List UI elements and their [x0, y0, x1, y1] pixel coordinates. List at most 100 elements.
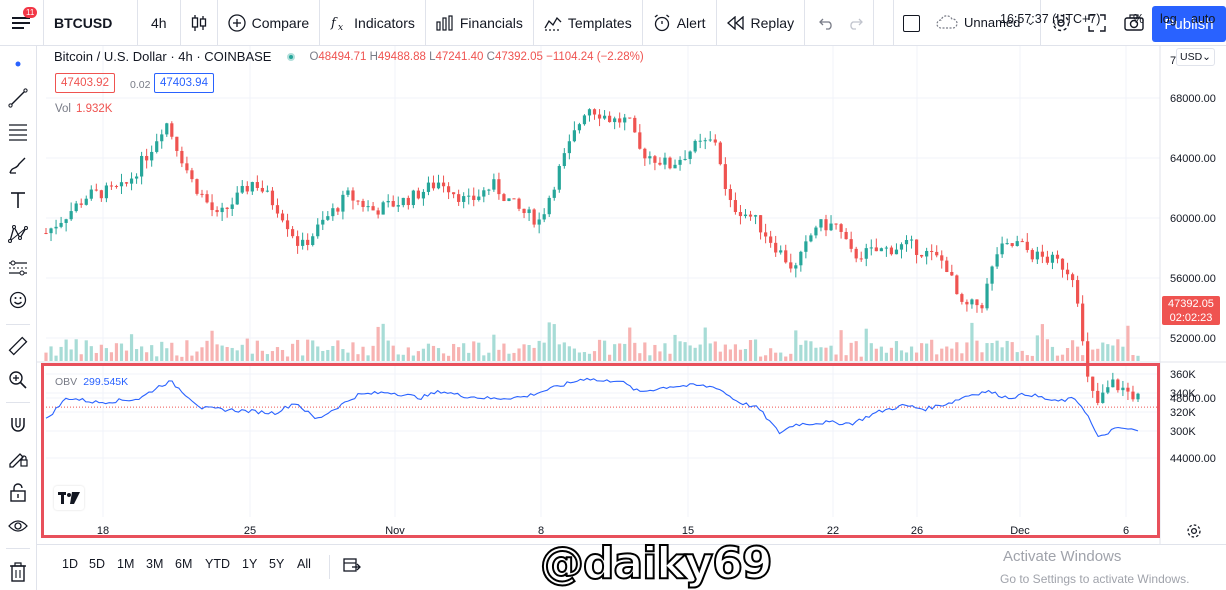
- range-5d[interactable]: 5D: [89, 557, 105, 571]
- alert-button[interactable]: Alert: [643, 0, 717, 46]
- range-5y[interactable]: 5Y: [269, 557, 285, 571]
- candle-body: [567, 141, 571, 154]
- volume-bars: [44, 322, 1140, 361]
- volume-bar: [1116, 339, 1120, 361]
- volume-bar: [945, 346, 949, 361]
- candle-body: [904, 240, 909, 245]
- candle-body: [819, 219, 823, 228]
- volume-bar: [1035, 335, 1039, 361]
- obv-axis: 360K 340K 320K 300K: [1170, 369, 1196, 438]
- candle-body: [648, 156, 652, 159]
- range-1m[interactable]: 1M: [117, 557, 135, 571]
- volume-bar: [54, 355, 58, 361]
- measure-tool[interactable]: [6, 334, 30, 358]
- main-menu-button[interactable]: 11: [0, 0, 44, 46]
- snapshot-button[interactable]: [1124, 14, 1144, 37]
- timezone-clock[interactable]: 16:57:37 (UTC+7): [1000, 12, 1101, 26]
- candle-body: [920, 254, 924, 257]
- financials-button[interactable]: Financials: [426, 0, 534, 46]
- trend-line-tool[interactable]: [6, 86, 30, 110]
- time-axis-settings[interactable]: [1186, 523, 1202, 544]
- volume-bar: [296, 339, 300, 361]
- candle-body: [436, 182, 441, 189]
- range-3m[interactable]: 3M: [146, 557, 164, 571]
- candle-body: [301, 239, 305, 246]
- undo-button[interactable]: [805, 0, 841, 46]
- layout-checkbox[interactable]: [903, 15, 920, 32]
- keep-drawing-tool[interactable]: [6, 446, 30, 470]
- candle-body: [502, 194, 506, 202]
- volume-bar: [874, 348, 878, 361]
- candle-body: [834, 223, 838, 225]
- compare-button[interactable]: Compare: [218, 0, 321, 46]
- volume-bar: [311, 340, 315, 361]
- candle-body: [688, 151, 692, 159]
- hide-drawings-tool[interactable]: [6, 514, 30, 538]
- symbol-search-button[interactable]: BTCUSD: [44, 0, 138, 46]
- prediction-tool[interactable]: [6, 256, 30, 280]
- remove-drawings-tool[interactable]: [6, 560, 30, 584]
- redo-button[interactable]: [841, 0, 875, 46]
- brush-icon: [9, 157, 26, 174]
- candle-body: [602, 115, 607, 119]
- volume-bar: [985, 343, 989, 361]
- volume-bar: [990, 343, 994, 361]
- volume-bar: [889, 347, 894, 361]
- last-price: 47392.05: [1168, 298, 1214, 310]
- buy-price-button[interactable]: 47403.94: [154, 73, 214, 93]
- volume-bar: [487, 352, 491, 361]
- candle-body: [492, 179, 496, 190]
- currency-select[interactable]: USD⌄: [1176, 48, 1215, 66]
- pattern-tool[interactable]: [6, 222, 30, 246]
- symbol-title[interactable]: Bitcoin / U.S. Dollar · 4h · COINBASE: [54, 49, 272, 64]
- crosshair-tool[interactable]: [6, 52, 30, 76]
- candle-body: [386, 200, 390, 203]
- zoom-tool[interactable]: [6, 368, 30, 392]
- fullscreen-button[interactable]: [1088, 14, 1106, 37]
- brush-tool[interactable]: [6, 154, 30, 178]
- candle-body: [970, 299, 974, 305]
- volume-bar: [290, 343, 295, 361]
- range-1d[interactable]: 1D: [62, 557, 78, 571]
- candle-body: [215, 210, 219, 213]
- currency-label: USD: [1180, 51, 1203, 63]
- volume-bar: [743, 348, 748, 361]
- log-scale-toggle[interactable]: log: [1160, 12, 1177, 26]
- candle-body: [839, 224, 843, 232]
- tradingview-logo[interactable]: [54, 486, 84, 510]
- settings-button[interactable]: [1051, 13, 1071, 38]
- candle-body: [804, 241, 808, 252]
- auto-scale-toggle[interactable]: auto: [1191, 12, 1216, 26]
- magnet-tool[interactable]: [6, 412, 30, 436]
- svg-text:f: f: [330, 16, 338, 31]
- sell-price-button[interactable]: 47403.92: [55, 73, 115, 93]
- templates-button[interactable]: Templates: [534, 0, 643, 46]
- low-key: L: [429, 50, 436, 63]
- text-tool[interactable]: [6, 188, 30, 212]
- fib-tool[interactable]: [6, 120, 30, 144]
- candle-body: [114, 186, 119, 188]
- range-all[interactable]: All: [297, 557, 311, 571]
- range-ytd[interactable]: YTD: [205, 557, 230, 571]
- layout-name-button[interactable]: Unnamed ⌄: [936, 14, 1035, 30]
- range-1y[interactable]: 1Y: [242, 557, 258, 571]
- lock-drawings-tool[interactable]: [6, 480, 30, 504]
- interval-button[interactable]: 4h: [138, 0, 181, 46]
- range-6m[interactable]: 6M: [175, 557, 193, 571]
- goto-date-button[interactable]: [343, 557, 361, 578]
- icons-tool[interactable]: [6, 288, 30, 312]
- chart-type-button[interactable]: [181, 0, 218, 46]
- volume-bar: [155, 356, 159, 361]
- volume-bar: [562, 342, 566, 361]
- candle-body: [84, 198, 88, 205]
- volume-bar: [180, 356, 184, 361]
- percent-toggle[interactable]: %: [1133, 12, 1145, 26]
- replay-button[interactable]: Replay: [717, 0, 806, 46]
- toolbar-separator: [6, 324, 30, 325]
- volume-bar: [643, 342, 647, 361]
- obv-legend[interactable]: OBV 299.545K: [55, 376, 128, 388]
- publish-button[interactable]: Publish: [1152, 6, 1226, 42]
- volume-bar: [255, 340, 259, 361]
